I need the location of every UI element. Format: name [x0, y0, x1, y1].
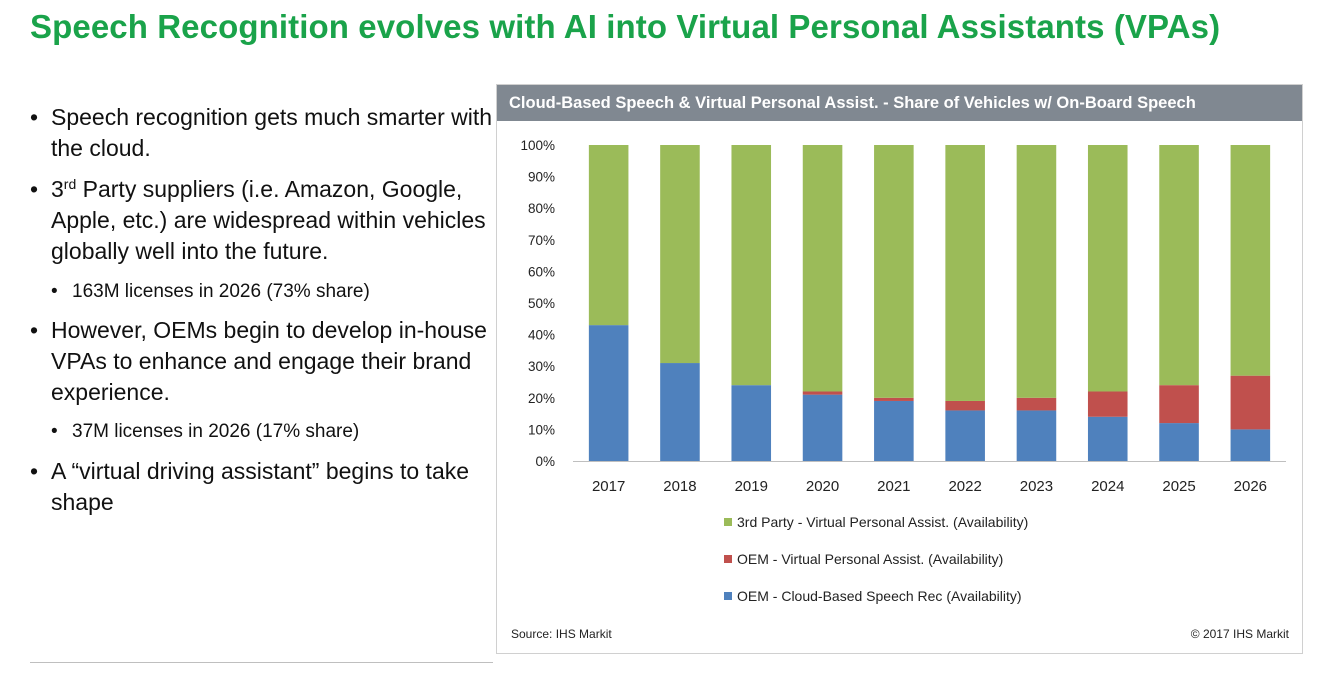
chart-source: Source: IHS Markit	[511, 627, 612, 641]
y-tick-label: 40%	[528, 328, 555, 343]
bar-segment	[1087, 391, 1128, 417]
x-tick-label: 2025	[1162, 478, 1195, 495]
bullet-text-pre: 3	[51, 176, 64, 202]
bullet-item: • However, OEMs begin to develop in-hous…	[30, 315, 495, 408]
bullet-item: • A “virtual driving assistant” begins t…	[30, 456, 495, 518]
bar-segment	[874, 145, 914, 398]
sub-bullet-text: 163M licenses in 2026 (73% share)	[72, 281, 370, 302]
bullet-text-post: Party suppliers (i.e. Amazon, Google, Ap…	[51, 176, 486, 264]
y-tick-label: 90%	[528, 170, 555, 185]
y-tick-label: 0%	[535, 454, 555, 469]
bar-segment	[1087, 416, 1128, 461]
bar-segment	[731, 145, 772, 386]
bullet-text-superscript: rd	[63, 176, 77, 192]
bullet-text: Speech recognition gets much smarter wit…	[51, 104, 493, 161]
y-tick-label: 10%	[528, 422, 555, 437]
x-tick-label: 2026	[1234, 478, 1267, 495]
bar-segment	[660, 145, 700, 364]
bar-segment	[945, 145, 985, 401]
bar-segment	[1230, 375, 1271, 430]
bar-segment	[1016, 410, 1057, 461]
bullet-item: • Speech recognition gets much smarter w…	[30, 102, 495, 164]
x-tick-label: 2022	[948, 478, 981, 495]
bullet-list: • Speech recognition gets much smarter w…	[30, 102, 495, 518]
bar-segment	[1159, 145, 1199, 386]
stacked-bar-chart: 0% 10% 20% 30% 40% 50% 60% 70% 80% 90% 100% 2017 201…	[520, 138, 1286, 604]
legend-swatch	[724, 592, 732, 600]
x-tick-label: 2021	[877, 478, 910, 495]
y-tick-label: 80%	[528, 201, 555, 216]
bar-segment	[874, 397, 914, 401]
bar-segment	[1087, 145, 1128, 392]
bar-segment	[802, 391, 843, 395]
bullet-icon: •	[30, 176, 39, 202]
y-tick-label: 50%	[528, 296, 555, 311]
legend-swatch	[724, 518, 732, 526]
bullet-icon: •	[30, 458, 39, 484]
y-tick-label: 60%	[528, 264, 555, 279]
bullet-text: A “virtual driving assistant” begins to …	[51, 458, 470, 515]
bar-segment	[874, 400, 914, 461]
bullet-icon: •	[51, 421, 58, 442]
x-tick-label: 2018	[663, 478, 696, 495]
x-tick-label: 2024	[1091, 478, 1124, 495]
y-tick-label: 70%	[528, 233, 555, 248]
footer-divider	[30, 662, 493, 663]
sub-bullet-item: • 37M licenses in 2026 (17% share)	[30, 419, 495, 445]
chart-title: Cloud-Based Speech & Virtual Personal As…	[497, 85, 1302, 121]
bar-segment	[802, 394, 843, 461]
bar-segment	[588, 145, 629, 326]
legend-swatch	[724, 555, 732, 563]
x-tick-label: 2017	[592, 478, 625, 495]
slide-title: Speech Recognition evolves with AI into …	[30, 8, 1221, 45]
bar-segment	[731, 385, 772, 461]
legend-label: 3rd Party - Virtual Personal Assist. (Av…	[737, 514, 1028, 530]
chart-copyright: © 2017 IHS Markit	[1190, 627, 1289, 641]
y-tick-label: 20%	[528, 391, 555, 406]
y-tick-label: 30%	[528, 359, 555, 374]
chart-panel: 0% 10% 20% 30% 40% 50% 60% 70% 80% 90% 100% 2017 201…	[496, 84, 1303, 654]
bullet-icon: •	[51, 281, 58, 302]
x-tick-label: 2020	[806, 478, 839, 495]
bar-segment	[660, 363, 700, 461]
bar-segment	[1230, 429, 1271, 461]
bullet-icon: •	[30, 104, 39, 130]
x-tick-label: 2019	[735, 478, 768, 495]
bar-segment	[588, 325, 629, 461]
bar-segment	[945, 410, 985, 461]
bullet-icon: •	[30, 317, 39, 343]
bullet-item: • 3rd Party suppliers (i.e. Amazon, Goog…	[30, 174, 495, 267]
bullet-text: However, OEMs begin to develop in-house …	[51, 317, 487, 405]
bar-segment	[1016, 397, 1057, 411]
sub-bullet-text: 37M licenses in 2026 (17% share)	[72, 421, 360, 442]
bar-segment	[1016, 145, 1057, 398]
legend-label: OEM - Cloud-Based Speech Rec (Availabili…	[737, 588, 1022, 604]
x-tick-label: 2023	[1020, 478, 1053, 495]
bar-segment	[1159, 385, 1199, 424]
bar-segment	[1230, 145, 1271, 376]
y-tick-label: 100%	[520, 138, 555, 153]
bar-segment	[802, 145, 843, 392]
legend-label: OEM - Virtual Personal Assist. (Availabi…	[737, 551, 1003, 567]
bar-segment	[945, 400, 985, 411]
bar-segment	[1159, 423, 1199, 461]
sub-bullet-item: • 163M licenses in 2026 (73% share)	[30, 279, 495, 305]
